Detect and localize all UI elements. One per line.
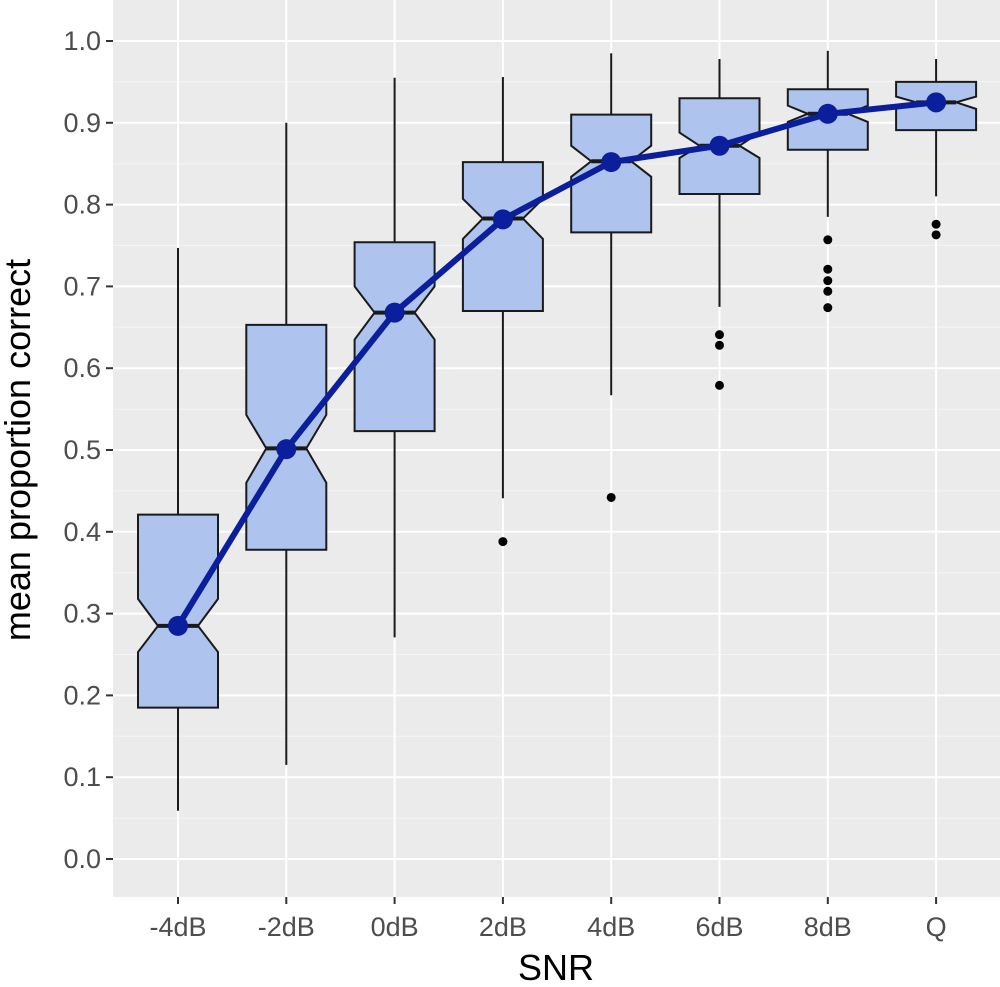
box--4dB [137, 247, 219, 811]
outlier-point [715, 340, 724, 350]
x-axis-title: SNR [518, 947, 594, 987]
outlier-point [931, 219, 941, 229]
x-tick-label: 6dB [695, 912, 743, 942]
outlier-point [715, 380, 724, 390]
outlier-point [823, 235, 833, 245]
mean-point [168, 615, 188, 636]
outlier-point [823, 276, 833, 286]
y-axis-title: mean proportion correct [0, 259, 38, 641]
outlier-point [931, 230, 941, 240]
outlier-point [823, 286, 833, 296]
y-axis: 0.0 0.1 0.2 0.3 0.4 0.5 0.6 0.7 0.8 0.9 1.0 [63, 26, 113, 874]
mean-point [384, 302, 405, 323]
mean-series [168, 92, 947, 636]
y-tick-label: 0.7 [63, 271, 101, 301]
outlier-point [498, 537, 508, 547]
outlier-point [823, 303, 833, 313]
mean-point [709, 135, 730, 156]
mean-point [601, 152, 622, 173]
y-tick-label: 0.5 [63, 435, 101, 465]
x-tick-label: 2dB [479, 912, 527, 942]
box-body [353, 241, 436, 433]
y-tick-label: 0.9 [63, 108, 101, 138]
x-tick-label: 8dB [804, 912, 852, 942]
y-tick-label: 1.0 [63, 26, 101, 56]
x-tick-label: -4dB [149, 912, 206, 942]
y-tick-label: 0.6 [63, 353, 101, 383]
outlier-point [823, 264, 833, 274]
x-tick-label: -2dB [258, 912, 315, 942]
box-body [570, 113, 653, 234]
mean-line [175, 99, 937, 628]
mean-point [492, 209, 513, 230]
x-axis: -4dB -2dB 0dB 2dB 4dB 6dB 8dB Q [149, 897, 947, 942]
y-tick-label: 0.0 [63, 844, 101, 874]
outlier-point [606, 492, 616, 502]
outliers [498, 219, 941, 547]
x-tick-label: 0dB [371, 912, 419, 942]
box-2dB [461, 76, 544, 499]
outlier-point [715, 330, 724, 340]
y-tick-label: 0.2 [63, 680, 101, 710]
box-0dB [353, 77, 436, 638]
y-tick-label: 0.3 [63, 599, 101, 629]
y-tick-label: 0.4 [63, 517, 101, 547]
x-tick-label: Q [926, 912, 947, 942]
box--2dB [245, 122, 328, 765]
mean-point [817, 103, 838, 124]
box-body [245, 323, 328, 551]
mean-point [276, 439, 297, 460]
box-body [461, 161, 544, 312]
x-tick-label: 4dB [587, 912, 635, 942]
y-tick-label: 0.1 [63, 762, 101, 792]
mean-point [926, 92, 947, 113]
box-body [137, 513, 219, 709]
y-tick-label: 0.8 [63, 190, 101, 220]
